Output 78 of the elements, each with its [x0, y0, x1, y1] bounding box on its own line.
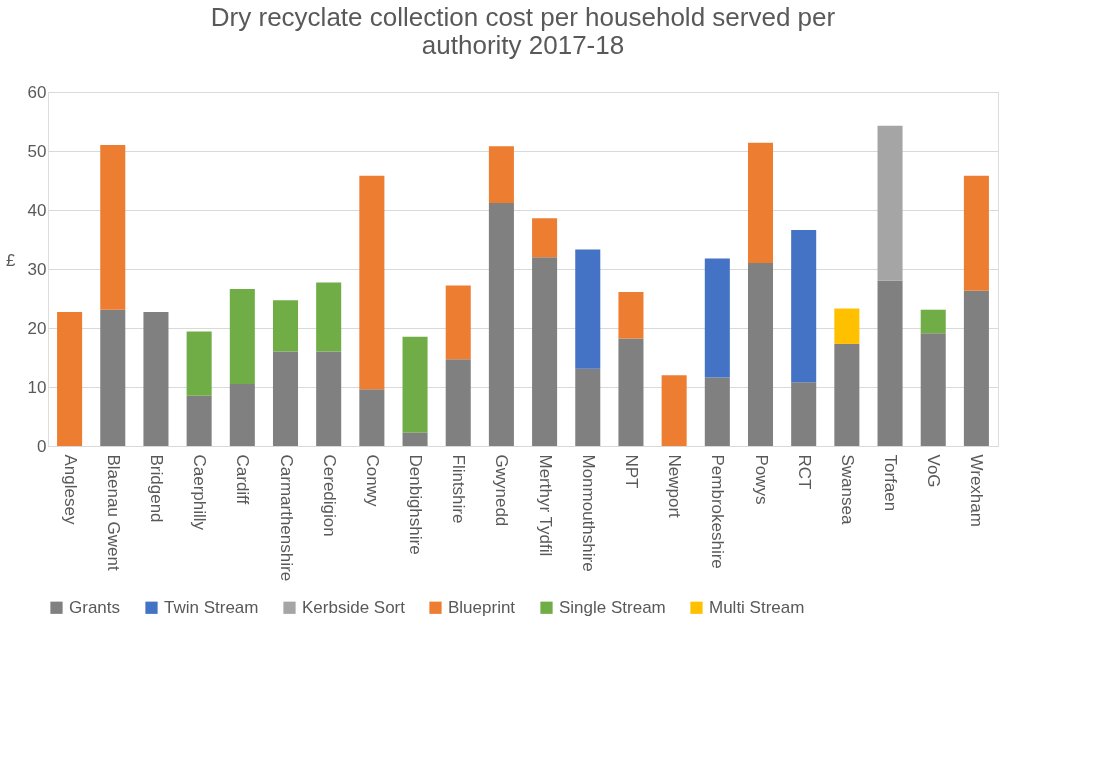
bar — [877, 125, 903, 281]
x-tick-label: Carmarthenshire — [276, 454, 296, 582]
bar — [402, 336, 428, 433]
bar — [661, 375, 687, 446]
bar — [229, 289, 255, 385]
x-tick-label: Monmouthshire — [578, 454, 598, 572]
bar — [532, 218, 558, 258]
x-tick-label: Newport — [665, 454, 685, 519]
bar — [488, 146, 514, 203]
legend-label: Twin Stream — [164, 597, 259, 617]
legend-label: Grants — [69, 597, 121, 617]
x-tick-label: Flintshire — [449, 454, 469, 524]
x-tick-label: Pembrokeshire — [708, 454, 728, 569]
legend-label: Kerbside Sort — [302, 597, 406, 617]
chart-title: Dry recyclate collection cost per household served per authority 2017-18 — [210, 2, 836, 60]
x-tick-label: Torfaen — [881, 454, 901, 512]
y-tick-label: 30 — [27, 259, 47, 279]
x-tick-label: Powys — [751, 454, 771, 505]
bar — [834, 308, 860, 344]
y-tick-label: 20 — [27, 318, 47, 338]
x-tick-label: VoG — [924, 454, 944, 488]
x-tick-label: Blaenau Gwent — [103, 454, 123, 572]
x-tick-label: Swansea — [837, 454, 857, 525]
x-tick-label: Wrexham — [967, 454, 987, 527]
x-tick-label: NPT — [621, 454, 641, 489]
bar — [575, 249, 601, 369]
x-tick-label: Cardiff — [233, 454, 253, 505]
y-tick-label: 60 — [27, 82, 47, 102]
bar — [920, 333, 946, 446]
bar — [316, 351, 342, 446]
legend-label: Multi Stream — [709, 597, 805, 617]
bar — [963, 175, 989, 291]
bar — [532, 257, 558, 446]
x-tick-label: Gwynedd — [492, 454, 512, 527]
y-tick-label: 10 — [27, 377, 47, 397]
bar — [747, 142, 774, 264]
bar — [575, 368, 601, 446]
x-tick-label: Anglesey — [60, 454, 80, 525]
bar — [618, 338, 644, 446]
bar — [834, 343, 860, 446]
x-tick-label: Conwy — [362, 454, 382, 507]
y-tick-label: 0 — [37, 436, 47, 456]
bar — [186, 331, 212, 396]
bar — [316, 282, 342, 352]
bar — [359, 175, 385, 390]
bar — [704, 377, 730, 446]
bar — [186, 395, 212, 446]
bar — [791, 382, 817, 446]
bar — [100, 145, 126, 310]
bar — [963, 290, 989, 446]
bar — [704, 258, 730, 378]
bar — [402, 432, 428, 446]
legend-label: Single Stream — [559, 597, 666, 617]
y-tick-label: 40 — [27, 200, 47, 220]
x-tick-label: Denbighshire — [406, 454, 426, 555]
x-tick-label: Ceredigion — [319, 454, 339, 537]
bar — [877, 280, 903, 446]
bar — [488, 202, 514, 446]
bar — [791, 230, 817, 383]
y-axis-title: £ — [6, 250, 17, 270]
x-tick-label: Bridgend — [146, 454, 166, 523]
bar — [229, 384, 255, 446]
y-tick-label: 50 — [27, 141, 47, 161]
bar — [920, 309, 946, 334]
x-tick-label: RCT — [794, 454, 814, 490]
bar — [57, 312, 83, 446]
x-tick-label: Merthyr Tydfil — [535, 454, 555, 557]
bar — [143, 312, 169, 446]
bar — [272, 300, 299, 352]
bar — [747, 263, 774, 446]
legend-label: Blueprint — [448, 597, 516, 617]
bar — [272, 351, 299, 446]
bar — [359, 389, 385, 446]
x-tick-label: Caerphilly — [190, 454, 210, 531]
bar — [618, 292, 644, 339]
bar — [100, 309, 126, 446]
bar — [445, 359, 471, 446]
bar — [445, 285, 471, 360]
